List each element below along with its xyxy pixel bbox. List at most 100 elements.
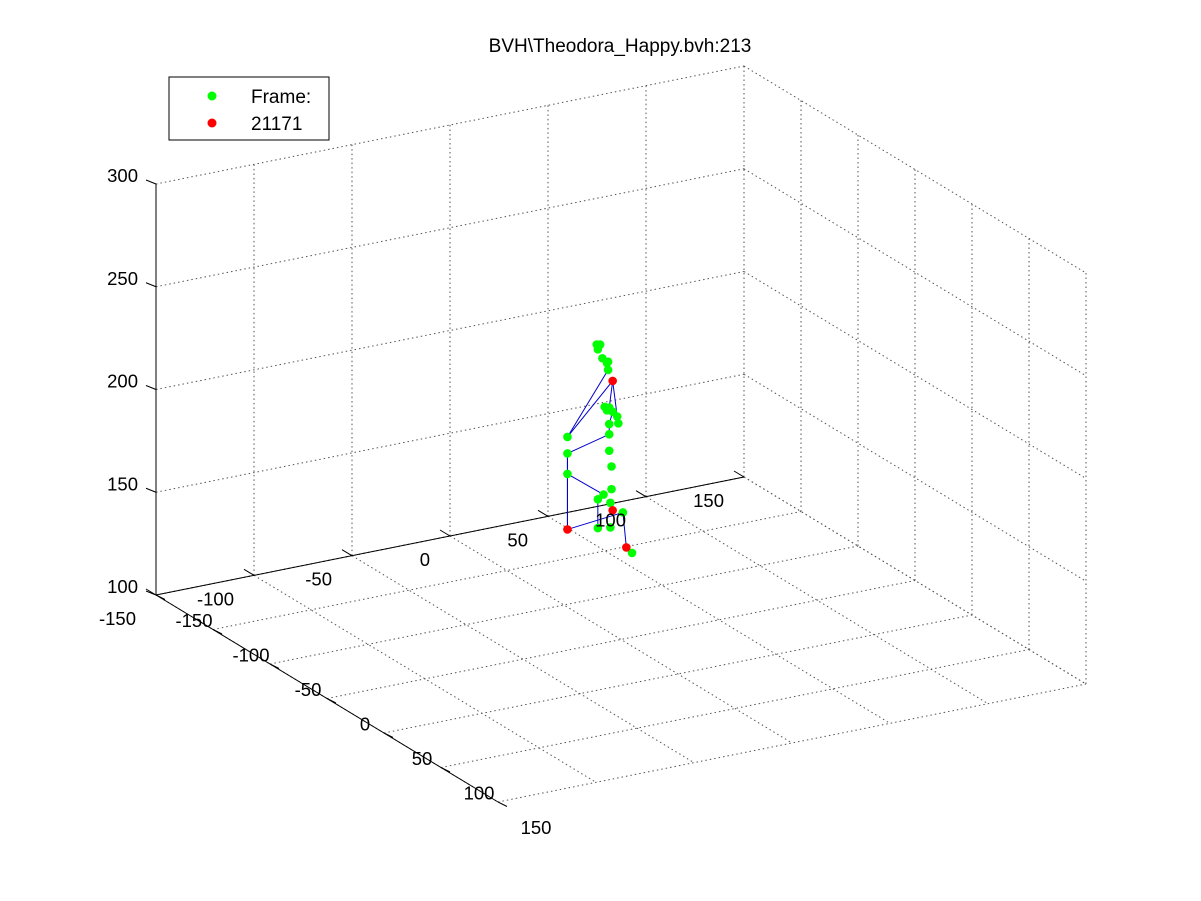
- joint-marker: [593, 523, 603, 533]
- skeleton-bone: [567, 433, 610, 454]
- y-tick: [439, 529, 451, 537]
- x-tick: [497, 801, 508, 807]
- grid-line: [743, 65, 1087, 274]
- x-tick: [383, 732, 394, 738]
- joint-marker: [604, 446, 614, 456]
- grid-line: [351, 555, 695, 764]
- z-tick: [145, 179, 157, 185]
- joint-marker: [627, 548, 637, 558]
- joint-marker: [604, 419, 614, 429]
- legend[interactable]: Frame: 21171: [168, 76, 330, 141]
- y-tick: [243, 568, 255, 576]
- legend-entry-number: 21171: [251, 114, 302, 135]
- y-tick-label: 100: [595, 510, 626, 531]
- grid-line: [155, 168, 745, 288]
- z-tick-label: 150: [107, 473, 138, 494]
- grid-line: [645, 496, 989, 705]
- joint-marker: [606, 498, 615, 508]
- grid-line: [326, 580, 916, 699]
- y-tick-label: -50: [305, 569, 332, 590]
- x-tick-label: 150: [521, 817, 552, 838]
- x-tick: [326, 698, 337, 704]
- z-tick: [145, 282, 157, 288]
- y-tick-label: 50: [507, 529, 528, 550]
- skeleton-bone: [622, 512, 627, 548]
- joint-marker: [599, 490, 608, 499]
- tick-labels: -150-100-50050100150-150-100-50050100150…: [99, 165, 724, 838]
- skeleton-bones: [566, 358, 633, 554]
- grid-line: [547, 515, 891, 724]
- z-tick-label: 300: [107, 165, 138, 186]
- y-tick-label: 0: [420, 549, 430, 570]
- joint-marker: [563, 432, 572, 442]
- joint-marker: [600, 402, 609, 412]
- y-tick: [635, 490, 647, 498]
- grid-line: [212, 511, 802, 630]
- skeleton-bone: [567, 473, 604, 495]
- x-tick: [440, 767, 451, 773]
- skeleton-bone: [567, 380, 614, 438]
- y-tick: [341, 549, 353, 557]
- joint-marker: [607, 462, 616, 471]
- joint-marker: [622, 543, 631, 552]
- y-tick-label: -100: [197, 588, 234, 609]
- joint-marker: [604, 430, 614, 439]
- joint-marker: [612, 412, 622, 421]
- joint-marker: [607, 484, 616, 494]
- joint-marker: [563, 469, 572, 479]
- x-tick: [269, 663, 280, 669]
- grid-line: [155, 65, 745, 185]
- grid-line: [743, 476, 1087, 685]
- axes: [145, 179, 745, 807]
- x-tick: [155, 594, 166, 600]
- x-tick-label: 50: [412, 748, 433, 769]
- grid-line: [743, 168, 1087, 377]
- x-tick: [212, 629, 223, 635]
- joint-markers: [563, 340, 637, 558]
- y-tick: [537, 509, 549, 517]
- grid-line: [253, 574, 597, 783]
- x-tick-label: -150: [175, 610, 212, 631]
- legend-marker-frame: [207, 91, 217, 101]
- joint-marker: [563, 525, 572, 534]
- skeleton-bone: [567, 511, 624, 530]
- x-tick-label: -100: [232, 645, 269, 666]
- grid-line: [155, 373, 745, 493]
- x-tick-label: -50: [295, 679, 322, 700]
- z-tick: [145, 590, 157, 596]
- legend-entry-frame: Frame:: [251, 87, 311, 108]
- grid-line: [269, 545, 859, 665]
- grid-line: [743, 373, 1087, 582]
- grid-line: [155, 271, 745, 390]
- chart-title: BVH\Theodora_Happy.bvh:213: [489, 36, 752, 57]
- grid-line: [743, 271, 1087, 479]
- x-tick-label: 100: [464, 783, 495, 804]
- legend-marker-number: [207, 118, 217, 128]
- skeleton-bone: [567, 369, 609, 438]
- joint-marker: [603, 365, 613, 375]
- skeleton-bone: [608, 380, 614, 408]
- grid-line: [497, 683, 1087, 803]
- z-tick: [145, 385, 157, 390]
- x-tick-label: 0: [360, 714, 370, 735]
- z-tick-label: 250: [107, 268, 138, 289]
- joint-marker: [563, 449, 572, 458]
- joint-marker: [592, 340, 601, 349]
- z-tick-label: 100: [107, 576, 138, 597]
- joint-marker: [618, 508, 628, 517]
- joint-marker: [606, 523, 615, 532]
- joint-marker: [614, 419, 623, 428]
- joint-marker: [593, 495, 603, 504]
- joint-marker: [603, 357, 613, 366]
- y-tick-label: 150: [693, 490, 724, 511]
- y-tick: [733, 470, 745, 478]
- z-tick-label: 200: [107, 371, 138, 392]
- y-tick-label: -150: [99, 608, 136, 629]
- joint-marker: [608, 506, 617, 515]
- joint-marker: [608, 376, 617, 386]
- grid-line: [449, 535, 793, 744]
- legend-box: [168, 76, 330, 141]
- z-tick: [145, 487, 157, 493]
